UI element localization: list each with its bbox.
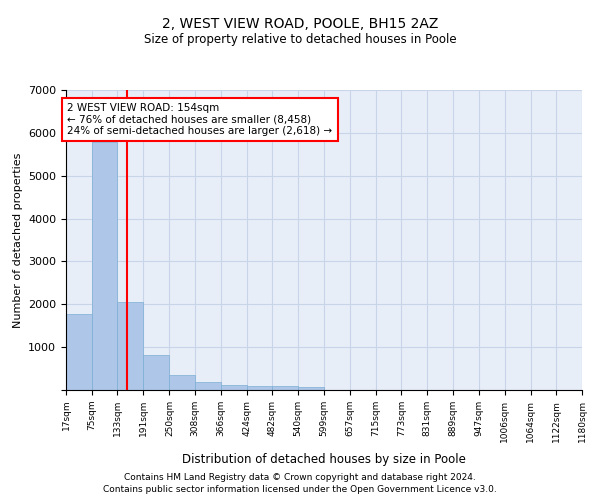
Bar [272,386,298,390]
Text: Contains public sector information licensed under the Open Government Licence v3: Contains public sector information licen… [103,485,497,494]
Bar [247,386,272,390]
Bar [195,382,221,390]
Bar [143,355,169,390]
Y-axis label: Number of detached properties: Number of detached properties [13,152,23,328]
Bar [298,387,324,390]
Bar [169,375,195,390]
Text: 2, WEST VIEW ROAD, POOLE, BH15 2AZ: 2, WEST VIEW ROAD, POOLE, BH15 2AZ [162,18,438,32]
Text: Size of property relative to detached houses in Poole: Size of property relative to detached ho… [143,32,457,46]
Text: Contains HM Land Registry data © Crown copyright and database right 2024.: Contains HM Land Registry data © Crown c… [124,472,476,482]
Text: 2 WEST VIEW ROAD: 154sqm
← 76% of detached houses are smaller (8,458)
24% of sem: 2 WEST VIEW ROAD: 154sqm ← 76% of detach… [67,103,332,136]
Bar [118,302,143,390]
Bar [66,314,92,390]
Bar [221,385,247,390]
X-axis label: Distribution of detached houses by size in Poole: Distribution of detached houses by size … [182,453,466,466]
Bar [92,142,118,390]
